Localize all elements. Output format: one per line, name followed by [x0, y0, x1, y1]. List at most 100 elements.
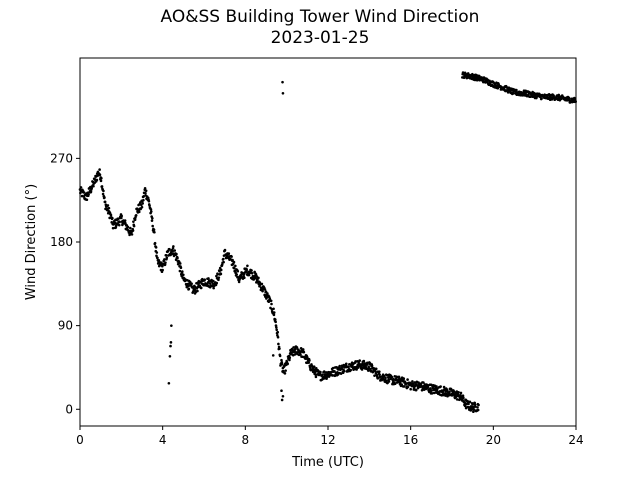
y-tick-label: 90	[58, 319, 73, 333]
data-point	[212, 286, 215, 290]
data-point	[235, 273, 239, 276]
data-point	[448, 390, 451, 394]
data-point	[308, 359, 311, 362]
data-point	[378, 370, 381, 373]
data-point	[293, 347, 297, 351]
data-point	[147, 199, 151, 203]
data-point	[263, 288, 267, 291]
data-point	[275, 326, 278, 329]
data-point	[131, 229, 135, 232]
data-point	[301, 348, 305, 351]
data-point	[466, 72, 470, 75]
data-point	[175, 252, 178, 256]
data-point	[154, 246, 158, 249]
data-points	[78, 71, 577, 413]
x-tick-label: 0	[76, 433, 84, 447]
data-point	[257, 276, 260, 280]
data-point	[152, 228, 156, 232]
data-point	[173, 249, 177, 252]
data-point	[128, 226, 132, 230]
x-axis-label: Time (UTC)	[291, 455, 364, 470]
x-tick-label: 24	[568, 433, 583, 447]
data-point	[312, 365, 316, 369]
data-point	[276, 330, 280, 334]
data-point	[281, 394, 285, 398]
data-point	[406, 378, 409, 381]
y-tick-label: 270	[50, 151, 73, 165]
data-point	[274, 320, 277, 324]
data-point	[307, 361, 311, 364]
data-point	[164, 254, 168, 257]
data-point	[89, 190, 93, 194]
plot-area-frame	[79, 57, 577, 427]
data-point	[284, 369, 287, 372]
data-point	[472, 410, 475, 413]
data-point	[100, 176, 103, 180]
data-point	[163, 263, 167, 266]
data-point	[272, 313, 276, 317]
data-point	[230, 255, 233, 258]
data-point	[153, 230, 156, 234]
data-point	[216, 272, 220, 276]
data-point	[411, 380, 414, 383]
data-point	[181, 270, 184, 273]
data-point	[107, 206, 111, 210]
data-point	[358, 359, 361, 362]
data-point	[222, 260, 225, 264]
data-point	[130, 233, 134, 236]
data-point	[402, 377, 406, 380]
data-point	[272, 311, 276, 314]
data-point	[404, 382, 408, 385]
data-point	[133, 218, 137, 221]
data-point	[134, 214, 138, 217]
data-point	[272, 307, 275, 311]
data-point	[120, 216, 123, 220]
data-point	[400, 383, 404, 386]
data-point	[271, 354, 275, 357]
data-point	[151, 224, 154, 228]
data-point	[102, 189, 105, 193]
data-point	[187, 287, 191, 291]
data-point	[477, 403, 480, 407]
data-point	[103, 200, 107, 204]
data-point	[170, 324, 173, 327]
data-point	[169, 344, 172, 348]
data-point	[219, 272, 223, 276]
data-point	[378, 373, 381, 377]
data-point	[261, 289, 264, 293]
data-point	[103, 196, 106, 199]
y-tick-label: 0	[65, 402, 73, 416]
data-point	[142, 198, 145, 202]
x-tick-label: 4	[159, 433, 167, 447]
data-point	[212, 279, 215, 283]
data-point	[333, 370, 336, 373]
data-point	[124, 221, 127, 225]
y-axis-ticks: 0 90 180 270	[50, 151, 80, 416]
data-point	[308, 366, 312, 369]
y-axis-label: Wind Direction (°)	[24, 184, 39, 300]
data-point	[471, 403, 474, 406]
data-point	[151, 216, 154, 220]
data-point	[229, 257, 232, 261]
data-point	[178, 269, 182, 273]
data-point	[342, 369, 346, 373]
data-point	[432, 391, 436, 395]
data-point	[246, 264, 249, 268]
data-point	[176, 256, 179, 260]
data-point	[123, 219, 127, 222]
data-point	[233, 266, 236, 270]
data-point	[100, 185, 104, 188]
data-point	[266, 292, 269, 295]
data-point	[171, 249, 174, 253]
data-point	[163, 258, 166, 261]
data-point	[362, 359, 366, 363]
data-point	[182, 273, 185, 277]
data-point	[150, 210, 153, 213]
data-point	[142, 195, 146, 198]
data-point	[101, 192, 105, 196]
data-point	[476, 406, 479, 409]
data-point	[324, 371, 328, 374]
chart-title-block: AO&SS Building Tower Wind Direction 2023…	[0, 7, 640, 49]
data-point	[203, 278, 206, 282]
data-point	[164, 261, 167, 264]
